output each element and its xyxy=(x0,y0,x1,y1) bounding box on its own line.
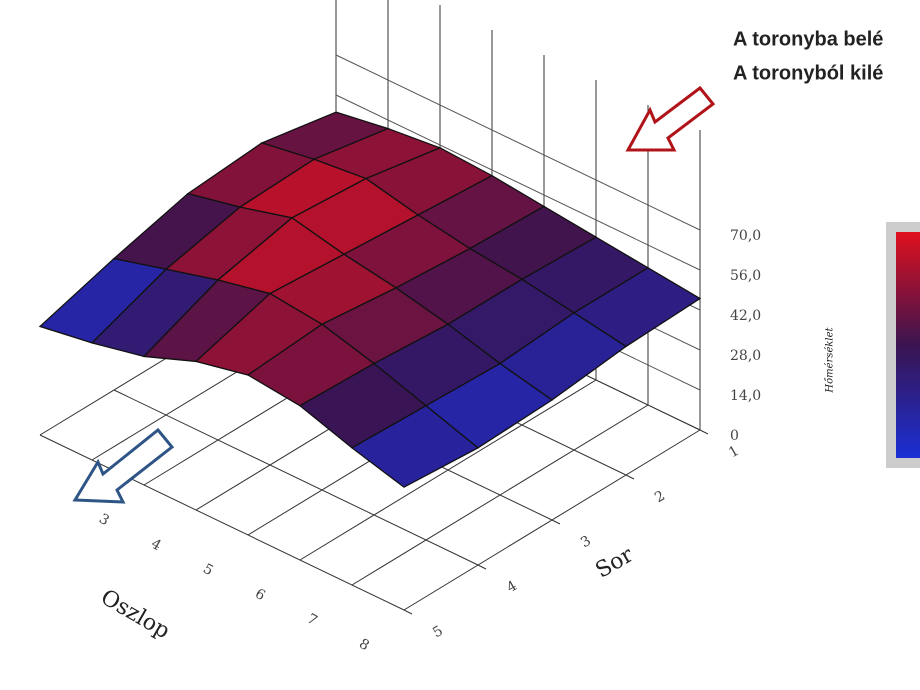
floor-line xyxy=(403,609,413,615)
y-tick-label: 2 xyxy=(652,488,668,506)
x-tick-label: 8 xyxy=(356,636,372,654)
surface-cell xyxy=(350,404,480,488)
x-tick-label: 4 xyxy=(148,536,164,554)
y-tick-label: 4 xyxy=(504,578,520,596)
z-tick-label: 14,0 xyxy=(730,388,761,404)
grid-line xyxy=(335,94,701,271)
annotation: A toronyból kilé xyxy=(733,62,883,84)
color-bar xyxy=(896,232,920,458)
x-tick-label: 3 xyxy=(96,511,112,529)
x-tick-label: 7 xyxy=(304,611,320,629)
z-axis-label: Hőmérséklet xyxy=(825,326,836,393)
floor-line xyxy=(699,429,709,435)
surface xyxy=(38,111,702,488)
arrow-in xyxy=(625,85,716,152)
z-tick-label: 70,0 xyxy=(730,228,761,244)
floor-line xyxy=(477,564,487,570)
floor-line xyxy=(113,389,479,566)
x-tick-label: 6 xyxy=(252,586,268,604)
arrow-out xyxy=(72,427,175,504)
y-tick-label: 1 xyxy=(726,443,742,461)
x-tick-label: 5 xyxy=(200,561,216,579)
z-tick-label: 28,0 xyxy=(730,348,761,364)
floor-line xyxy=(625,474,635,480)
floor-line xyxy=(39,434,405,611)
z-tick-label: 0 xyxy=(730,428,739,444)
grid-line xyxy=(335,54,701,231)
y-tick-label: 5 xyxy=(430,623,446,641)
y-tick-label: 3 xyxy=(578,533,594,551)
z-tick-label: 42,0 xyxy=(730,308,761,324)
y-axis-label: Sor xyxy=(591,542,638,583)
annotation: A toronyba belé xyxy=(733,28,883,50)
floor-line xyxy=(551,519,561,525)
z-tick-label: 56,0 xyxy=(730,268,761,284)
x-axis-label: Oszlop xyxy=(96,585,174,644)
